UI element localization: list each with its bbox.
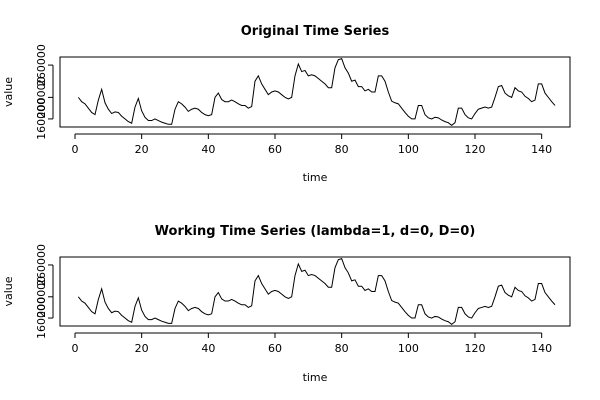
chart-title: Working Time Series (lambda=1, d=0, D=0) (155, 224, 476, 239)
series-line (77, 257, 556, 326)
x-tick-label: 20 (135, 143, 149, 156)
x-tick-label: 40 (201, 342, 215, 355)
x-tick-label: 80 (335, 342, 349, 355)
x-tick-label: 120 (465, 342, 486, 355)
y-axis-label: value (2, 276, 15, 306)
x-tick-label: 0 (72, 342, 79, 355)
plot-frame (59, 256, 571, 327)
x-tick-label: 40 (201, 143, 215, 156)
series-line (77, 57, 556, 127)
x-tick-label: 80 (335, 143, 349, 156)
y-tick-label: 160000 (35, 98, 48, 140)
chart-title: Original Time Series (241, 24, 390, 39)
x-tick-label: 20 (135, 342, 149, 355)
x-tick-label: 100 (398, 342, 419, 355)
x-axis-label: time (303, 371, 328, 384)
y-tick-label: 260000 (35, 44, 48, 86)
x-tick-label: 140 (531, 342, 552, 355)
y-axis-label: value (2, 77, 15, 107)
y-tick-label: 200000 (35, 76, 48, 118)
x-axis-label: time (303, 171, 328, 184)
y-tick-label: 200000 (35, 276, 48, 318)
x-tick-label: 100 (398, 143, 419, 156)
x-tick-label: 120 (465, 143, 486, 156)
x-tick-label: 60 (268, 342, 282, 355)
plot-frame (59, 56, 571, 128)
x-tick-label: 60 (268, 143, 282, 156)
y-tick-label: 160000 (35, 297, 48, 339)
x-tick-label: 0 (72, 143, 79, 156)
y-tick-label: 260000 (35, 244, 48, 286)
x-tick-label: 140 (531, 143, 552, 156)
